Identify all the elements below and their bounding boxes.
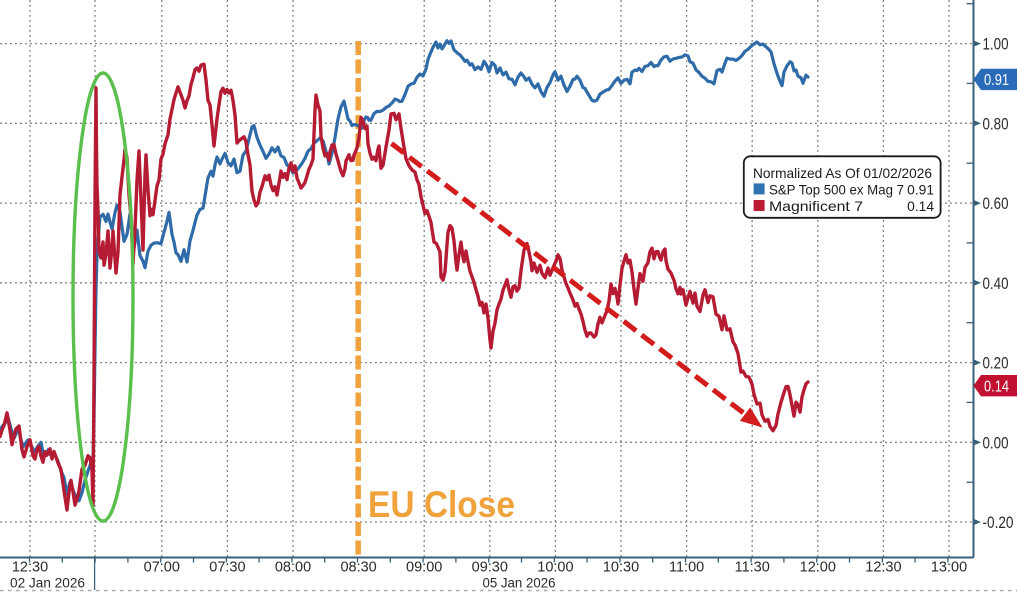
svg-text:0.00: 0.00 <box>983 433 1009 452</box>
svg-text:0.40: 0.40 <box>983 274 1009 293</box>
svg-text:Magnificent 7: Magnificent 7 <box>769 199 863 214</box>
svg-text:0.14: 0.14 <box>984 378 1009 395</box>
svg-text:05 Jan 2026: 05 Jan 2026 <box>483 576 556 591</box>
svg-text:02 Jan 2026: 02 Jan 2026 <box>10 576 85 591</box>
svg-text:EU Close: EU Close <box>368 484 515 525</box>
svg-text:09:00: 09:00 <box>406 560 442 576</box>
svg-text:0.91: 0.91 <box>907 183 934 198</box>
svg-text:11:00: 11:00 <box>669 560 704 576</box>
svg-text:08:00: 08:00 <box>275 560 311 576</box>
svg-text:0.91: 0.91 <box>984 72 1009 89</box>
svg-text:10:30: 10:30 <box>603 560 639 576</box>
svg-text:07:00: 07:00 <box>144 560 180 576</box>
svg-text:12:00: 12:00 <box>800 560 836 576</box>
svg-text:09:30: 09:30 <box>472 560 508 576</box>
svg-text:07:30: 07:30 <box>209 560 245 576</box>
svg-text:11:30: 11:30 <box>735 560 770 576</box>
svg-text:Normalized As Of 01/02/2026: Normalized As Of 01/02/2026 <box>753 166 932 181</box>
svg-text:0.80: 0.80 <box>983 114 1009 133</box>
svg-text:0.60: 0.60 <box>983 194 1009 213</box>
svg-text:08:30: 08:30 <box>340 560 376 576</box>
svg-text:S&P Top 500 ex Mag 7: S&P Top 500 ex Mag 7 <box>769 183 904 198</box>
svg-text:12:30: 12:30 <box>12 560 48 576</box>
svg-text:0.20: 0.20 <box>983 354 1009 373</box>
svg-text:10:00: 10:00 <box>537 560 573 576</box>
svg-text:1.00: 1.00 <box>983 35 1009 54</box>
svg-text:-0.20: -0.20 <box>983 513 1014 532</box>
svg-text:0.14: 0.14 <box>907 199 934 214</box>
svg-text:12:30: 12:30 <box>865 560 901 576</box>
svg-text:13:00: 13:00 <box>931 560 967 576</box>
